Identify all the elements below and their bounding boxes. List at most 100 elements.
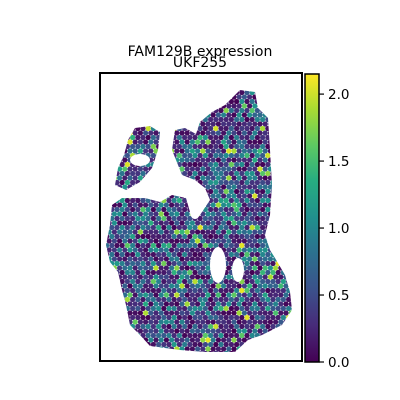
spot	[140, 278, 146, 285]
spot	[213, 197, 219, 204]
spot	[166, 332, 172, 339]
spot	[135, 134, 141, 141]
spot	[163, 283, 169, 289]
spot	[241, 238, 247, 244]
spot	[156, 332, 162, 339]
spot	[184, 247, 190, 253]
spot	[262, 310, 268, 316]
spot	[221, 310, 227, 316]
spot	[205, 256, 211, 262]
spot	[148, 139, 154, 145]
spot	[226, 238, 232, 244]
spot	[132, 148, 138, 154]
spot	[202, 305, 208, 312]
spot	[247, 112, 253, 118]
spot	[148, 328, 154, 334]
spot	[260, 314, 266, 321]
spot	[143, 292, 149, 298]
spot	[262, 238, 268, 244]
spot	[208, 278, 214, 285]
spot	[114, 179, 120, 186]
spot	[265, 143, 271, 150]
spot	[236, 283, 242, 289]
spot	[124, 233, 130, 240]
spot	[213, 143, 219, 150]
spot	[137, 220, 143, 226]
spot	[228, 224, 234, 231]
spot	[174, 220, 180, 226]
spot	[148, 256, 154, 262]
chart-title-line-2: FAM129B expression	[128, 44, 273, 60]
spot	[117, 202, 123, 208]
spot	[161, 287, 167, 294]
spot	[254, 125, 260, 132]
spot	[161, 296, 167, 303]
spot	[184, 238, 190, 244]
spot	[208, 341, 214, 348]
spot	[200, 310, 206, 316]
spot	[257, 175, 263, 181]
spot	[244, 107, 250, 114]
spot	[208, 134, 214, 141]
spot	[265, 161, 271, 168]
spot	[124, 242, 130, 249]
spot	[192, 296, 198, 303]
spot	[218, 323, 224, 330]
spot	[109, 233, 115, 240]
spot	[174, 292, 180, 298]
spot	[150, 224, 156, 231]
spot	[197, 296, 203, 303]
spot	[179, 157, 185, 163]
spot	[247, 166, 253, 172]
spot	[254, 179, 260, 186]
spot	[280, 287, 286, 294]
spot	[247, 121, 253, 127]
spot	[210, 166, 216, 172]
spot	[262, 265, 268, 271]
spot	[236, 166, 242, 172]
spot	[205, 319, 211, 325]
spot	[252, 310, 258, 316]
spot	[111, 229, 117, 235]
spot	[143, 166, 149, 172]
spot	[205, 175, 211, 181]
spot	[182, 251, 188, 258]
spot	[208, 152, 214, 159]
spot	[228, 143, 234, 150]
spot	[197, 314, 203, 321]
spot	[249, 269, 255, 276]
spot	[200, 166, 206, 172]
spot	[234, 179, 240, 186]
spot	[223, 116, 229, 123]
spot	[197, 341, 203, 348]
spot	[226, 112, 232, 118]
spot	[288, 301, 292, 307]
spot	[249, 197, 255, 204]
spot	[145, 323, 151, 330]
spot	[278, 292, 284, 298]
spot	[150, 287, 156, 294]
spot	[124, 278, 130, 285]
spot	[252, 148, 258, 154]
spot	[156, 305, 162, 312]
spot	[130, 206, 136, 213]
spot	[215, 157, 221, 163]
spot	[166, 269, 172, 276]
spot	[252, 283, 258, 289]
spot	[143, 283, 149, 289]
spot	[236, 310, 242, 316]
spot	[234, 107, 240, 114]
spot	[176, 134, 182, 141]
spot	[247, 157, 253, 163]
spot	[218, 206, 224, 213]
spot	[158, 301, 164, 307]
spot	[184, 148, 190, 154]
spot	[117, 166, 123, 172]
spot	[169, 328, 175, 334]
spot	[195, 292, 201, 298]
spot	[257, 229, 263, 235]
spot	[140, 260, 146, 267]
spot	[234, 305, 240, 312]
spot	[252, 211, 258, 217]
spot	[166, 341, 172, 348]
